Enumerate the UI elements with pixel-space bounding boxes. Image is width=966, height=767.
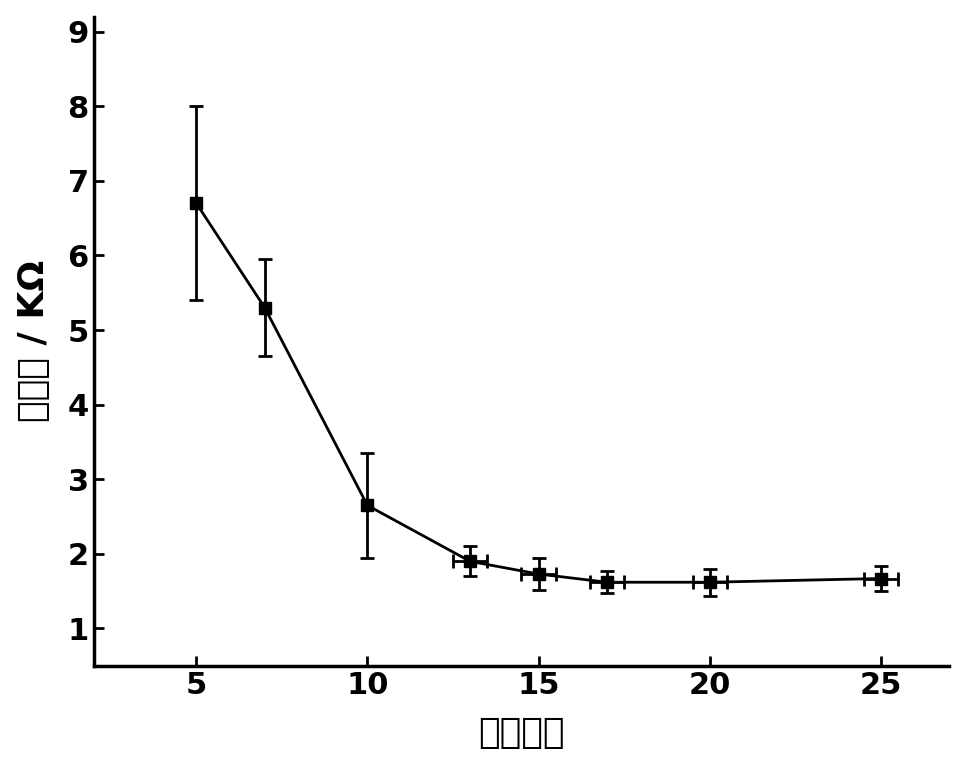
X-axis label: 网印次数: 网印次数 [478, 716, 565, 750]
Y-axis label: 电阻值 / KΩ: 电阻值 / KΩ [16, 260, 50, 423]
